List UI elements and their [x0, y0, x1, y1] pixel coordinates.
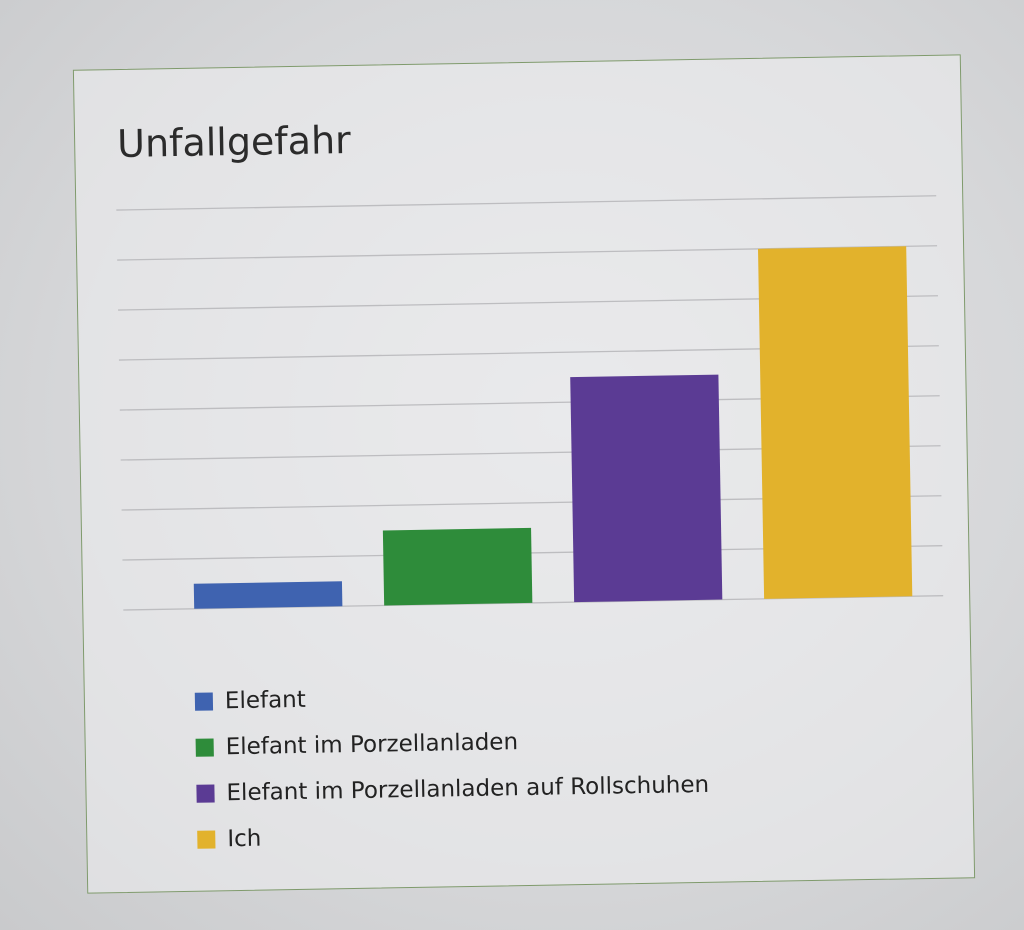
legend: Elefant Elefant im Porzellanladen Elefan…: [194, 670, 711, 863]
legend-swatch: [197, 830, 216, 849]
bar-1: [193, 581, 343, 609]
chart-card: Unfallgefahr Elefant Elefant im Porzella…: [72, 54, 976, 894]
bars: [193, 246, 913, 609]
legend-item-ich: Ich: [197, 808, 710, 863]
legend-swatch: [196, 784, 215, 803]
gridline: [116, 195, 937, 211]
legend-swatch: [195, 738, 214, 757]
bar-chart: [116, 195, 944, 611]
legend-label: Elefant im Porzellanladen: [225, 729, 519, 761]
bar-4: [758, 246, 913, 599]
bar-3: [570, 374, 723, 603]
legend-label: Elefant im Porzellanladen auf Rollschuhe…: [226, 771, 710, 807]
legend-label: Ich: [227, 825, 262, 853]
legend-label: Elefant: [224, 686, 306, 715]
legend-swatch: [194, 692, 214, 711]
bar-2: [382, 527, 533, 606]
